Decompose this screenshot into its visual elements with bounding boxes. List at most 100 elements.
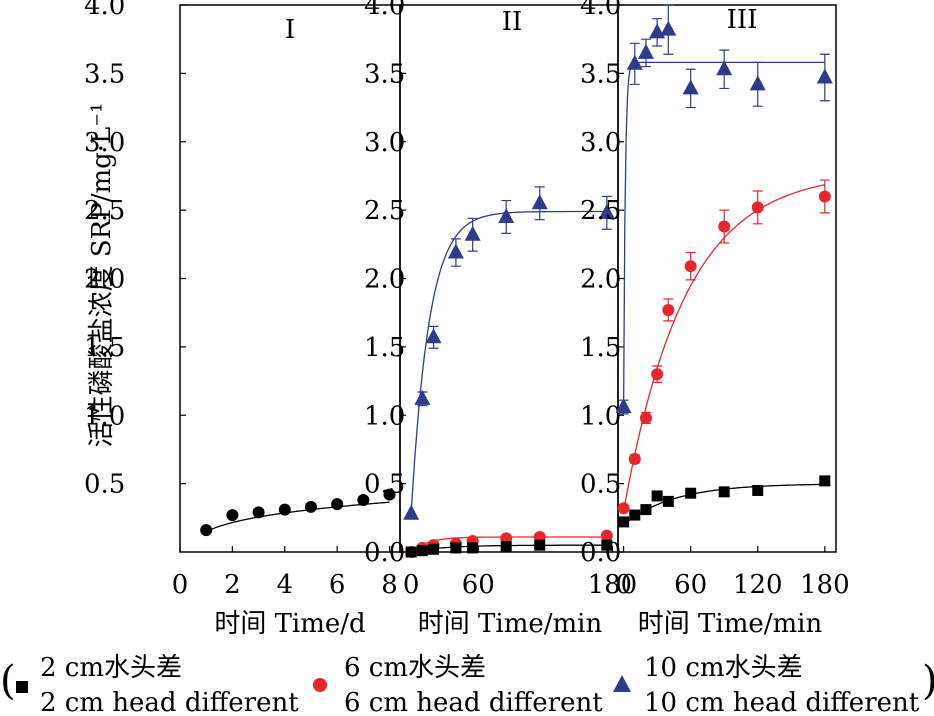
data-point — [615, 398, 632, 414]
data-point — [662, 303, 675, 316]
panel-label: II — [502, 7, 523, 37]
y-tick-label: 4.0 — [364, 0, 405, 21]
x-tick-label: 2 — [224, 570, 241, 600]
fit-curve — [410, 210, 607, 514]
data-point — [200, 524, 213, 537]
data-point — [626, 54, 643, 70]
data-point — [331, 498, 344, 511]
y-tick-label: 0.0 — [364, 538, 405, 568]
y-tick-label: 4.0 — [580, 0, 621, 21]
y-tick-label: 1.5 — [364, 333, 405, 363]
data-point — [618, 516, 630, 528]
legend-close-paren: ) — [922, 658, 934, 704]
y-tick-label: 1.5 — [84, 333, 125, 363]
data-point — [629, 509, 641, 521]
x-tick-label: 0 — [403, 570, 420, 600]
y-tick-label: 3.0 — [364, 128, 405, 158]
data-point — [816, 68, 833, 84]
data-point — [428, 543, 440, 555]
data-point — [818, 190, 831, 203]
x-tick-label: 0 — [172, 570, 189, 600]
data-point — [425, 328, 442, 344]
y-tick-label: 3.0 — [84, 128, 125, 158]
y-tick-label: 3.5 — [580, 59, 621, 89]
y-tick-label: 4.0 — [84, 0, 125, 21]
data-point — [464, 225, 481, 241]
x-tick-label: 180 — [800, 570, 850, 600]
y-tick-label: 2.0 — [580, 265, 621, 295]
y-tick-label: 1.0 — [364, 401, 405, 431]
legend-item-2cm: 2 cm水头差 2 cm head different — [16, 653, 299, 716]
x-tick-label: 120 — [733, 570, 783, 600]
data-point — [304, 500, 317, 513]
y-tick-label: 0.5 — [364, 470, 405, 500]
panel-frame — [617, 4, 837, 553]
data-point — [617, 502, 630, 515]
y-tick-label: 2.0 — [364, 265, 405, 295]
y-tick-label: 1.0 — [580, 401, 621, 431]
panel-label: III — [727, 5, 758, 35]
data-point — [682, 79, 699, 95]
data-point — [357, 494, 370, 507]
legend-marker-square — [16, 681, 28, 693]
legend-label-2cm-cn: 2 cm水头差 — [40, 653, 182, 683]
data-point — [639, 411, 652, 424]
y-tick-label: 0.0 — [580, 538, 621, 568]
data-point — [601, 539, 613, 551]
panel-ii: 0.0 0.5 1.0 1.5 2.0 2.5 3.0 3.5 4.0 0 60 180 II — [364, 0, 637, 600]
x-axis-title-panel-i: 时间 Time/d — [214, 609, 365, 639]
data-point — [416, 545, 428, 557]
data-point — [534, 539, 546, 551]
data-point — [500, 541, 512, 553]
y-tick-label: 2.5 — [580, 196, 621, 226]
y-tick-label: 2.5 — [364, 196, 405, 226]
y-tick-label: 0.5 — [84, 470, 125, 500]
data-point — [403, 504, 420, 520]
data-point — [685, 487, 697, 499]
data-point — [651, 490, 663, 502]
legend-label-6cm-cn: 6 cm水头差 — [344, 653, 486, 683]
y-tick-label: 1.5 — [580, 333, 621, 363]
x-tick-label: 180 — [588, 570, 638, 600]
legend-label-2cm-en: 2 cm head different — [40, 688, 299, 716]
x-tick-label: 6 — [329, 570, 346, 600]
y-tick-label: 2.0 — [84, 265, 125, 295]
data-point — [414, 389, 431, 405]
y-tick-label: 2.5 — [84, 196, 125, 226]
data-point — [752, 484, 764, 496]
data-point — [467, 542, 479, 554]
data-point — [684, 260, 697, 273]
y-tick-label: 0.5 — [580, 470, 621, 500]
data-point — [819, 475, 831, 487]
data-point — [749, 75, 766, 91]
data-point — [447, 243, 464, 259]
x-tick-label: 60 — [674, 570, 707, 600]
legend-open-paren: ( — [0, 658, 16, 704]
legend-label-10cm-en: 10 cm head different — [644, 688, 920, 716]
y-tick-label: 1.0 — [84, 401, 125, 431]
data-point — [498, 207, 515, 223]
legend-label-6cm-en: 6 cm head different — [344, 688, 603, 716]
data-point — [637, 43, 654, 59]
data-point — [651, 368, 664, 381]
data-point — [751, 201, 764, 214]
data-point — [252, 506, 265, 519]
panel-label: I — [285, 15, 295, 45]
legend-label-10cm-cn: 10 cm水头差 — [644, 653, 803, 683]
x-tick-label: 0 — [615, 570, 632, 600]
data-point — [531, 194, 548, 210]
y-tick-label: 3.5 — [364, 59, 405, 89]
legend-item-10cm: 10 cm水头差 10 cm head different — [613, 653, 920, 716]
data-point — [716, 60, 733, 76]
data-point — [662, 495, 674, 507]
panel-i: 0.5 1.0 1.5 2.0 2.5 3.0 3.5 4.0 0 2 4 6 8 I — [84, 0, 401, 600]
data-point — [383, 488, 396, 501]
data-point — [649, 23, 666, 39]
data-point — [640, 504, 652, 516]
x-tick-label: 60 — [462, 570, 495, 600]
y-tick-label: 3.0 — [580, 128, 621, 158]
data-point — [278, 503, 291, 516]
data-point — [718, 220, 731, 233]
y-axis-title: 活性磷酸盐浓度 SRP/mg·L⁻¹ — [87, 103, 117, 448]
